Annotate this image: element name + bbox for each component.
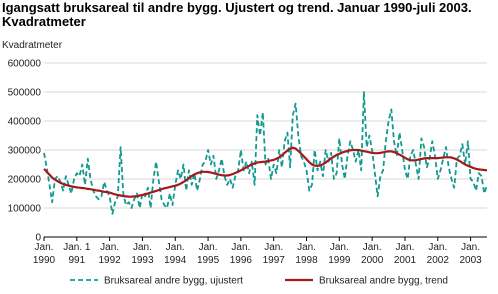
y-tick-label: 400000 xyxy=(8,117,42,128)
x-tick-label: Jan. 1990 xyxy=(33,242,56,266)
x-tick-label: Jan. 1995 xyxy=(197,242,220,266)
y-tick-label: 500000 xyxy=(8,88,42,99)
x-tick-label: Jan. 2001 xyxy=(394,242,417,266)
x-tick-label: Jan. 1998 xyxy=(295,242,318,266)
series-line xyxy=(43,146,488,198)
y-tick-label: 100000 xyxy=(8,204,42,215)
x-tick-label: Jan. 1992 xyxy=(99,242,122,266)
x-tick-label: Jan. 2003 xyxy=(459,242,482,266)
x-tick-label: Jan. 1993 xyxy=(131,242,154,266)
x-tick-label: Jan. 1999 xyxy=(328,242,351,266)
y-tick-label: 200000 xyxy=(8,175,42,186)
y-axis-label: Kvadratmeter xyxy=(2,40,63,51)
y-tick-label: 300000 xyxy=(8,146,42,157)
x-tick-label: Jan. 1996 xyxy=(230,242,253,266)
y-tick-label: 600000 xyxy=(8,59,42,70)
x-tick-label: Jan. 1 991 xyxy=(63,242,91,266)
x-tick-label: Jan. 1994 xyxy=(164,242,187,266)
series-line xyxy=(43,91,488,215)
y-tick-label: 0 xyxy=(35,233,41,244)
legend-label: Bruksareal andre bygg, ujustert xyxy=(104,276,243,287)
chart-title: Igangsatt bruksareal til andre bygg. Uju… xyxy=(2,0,472,29)
x-tick-label: Jan. 2002 xyxy=(427,242,450,266)
x-tick-label: Jan. 2000 xyxy=(361,242,384,266)
legend-label: Bruksareal andre bygg, trend xyxy=(319,276,448,287)
x-tick-label: Jan. 1997 xyxy=(263,242,286,266)
